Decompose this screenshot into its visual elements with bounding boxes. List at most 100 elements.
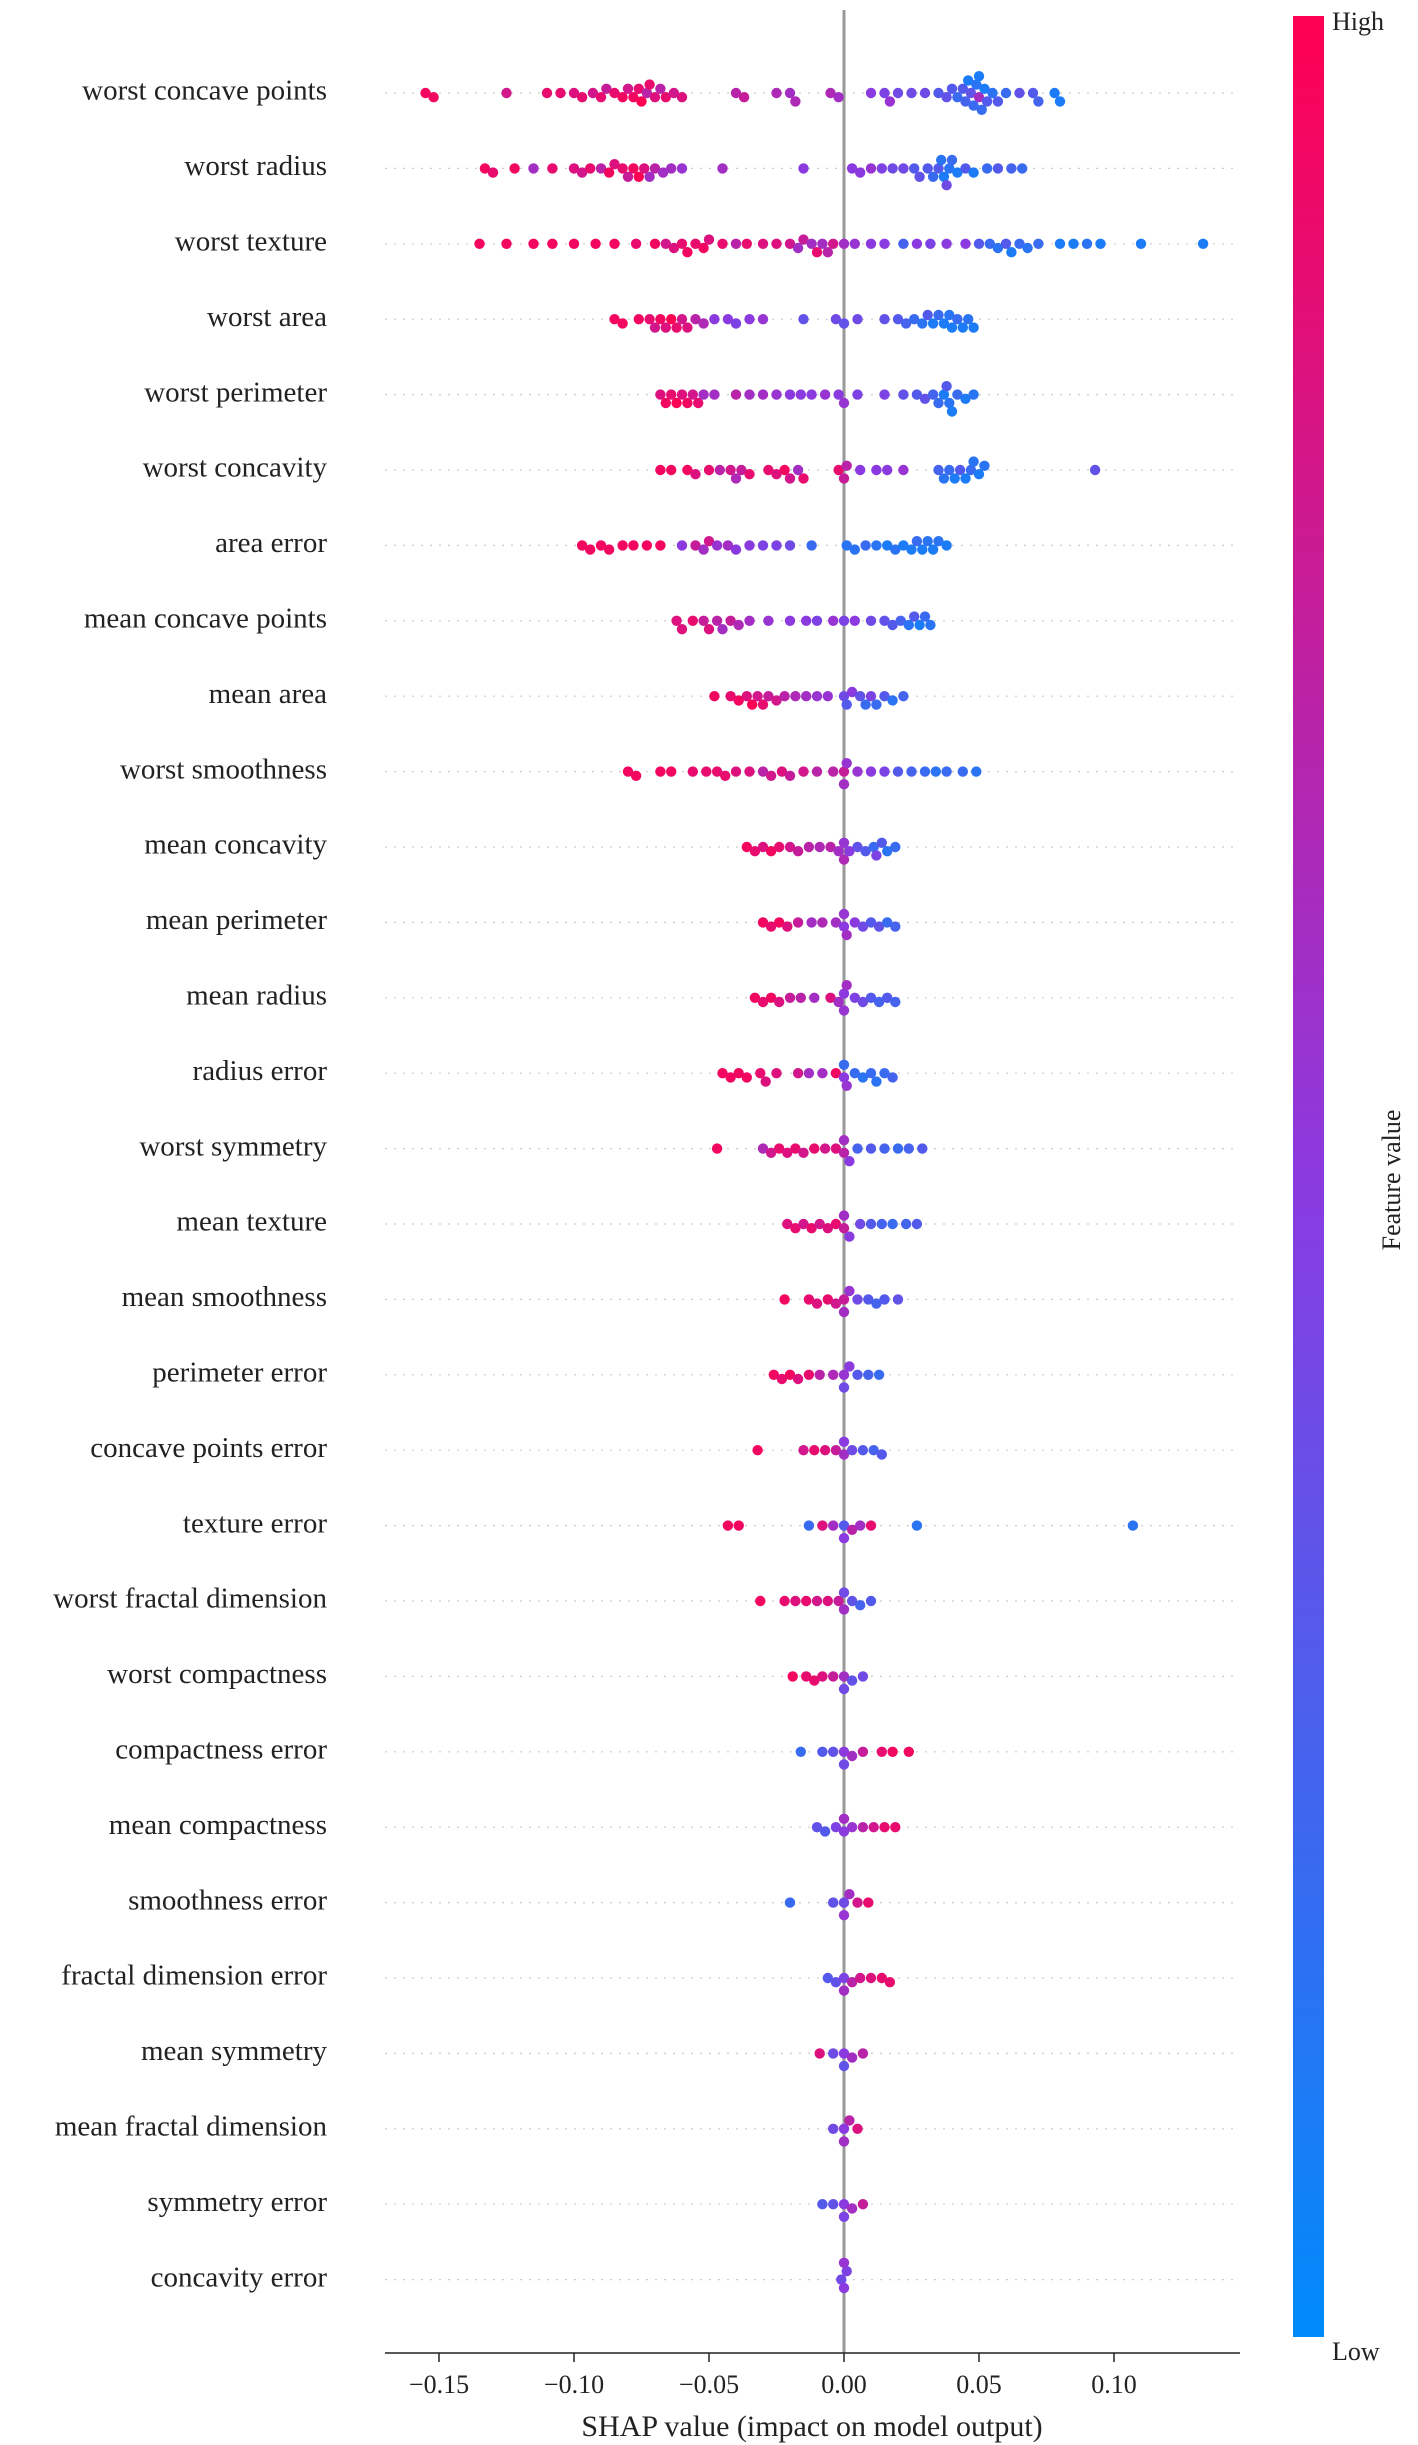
shap-dot [801,691,812,702]
shap-dot [617,163,628,174]
shap-dot [509,163,520,174]
shap-dot [698,318,709,329]
shap-dot [774,1143,785,1154]
shap-dot [838,2123,850,2134]
shap-dot [541,87,553,99]
shap-dot [757,996,769,1008]
shap-dot [946,406,958,417]
shap-dot [752,691,763,702]
shap-dot [968,389,979,400]
shap-dot [595,540,607,551]
shap-dot [790,1595,801,1607]
shap-dot [1127,1520,1139,1531]
x-tick-label: 0.00 [821,2370,867,2399]
shap-dot [838,1306,850,1318]
shap-dot [1049,87,1060,99]
feature-label: symmetry error [147,2186,327,2218]
shap-dot [784,87,796,99]
shap-dot [774,996,785,1008]
shap-dot [603,544,615,555]
shap-dot [760,1076,771,1087]
shap-dot [857,996,869,1008]
shap-dot [828,2199,839,2210]
shap-dot [949,473,960,484]
shap-dot [568,87,580,99]
shap-dot [809,1445,820,1456]
shap-dot [919,87,931,99]
shap-dot [660,238,671,249]
shap-dot [952,92,963,103]
shap-dot [882,917,893,928]
dots [420,71,1209,2294]
shap-dot [817,238,828,249]
shap-dot [846,1524,858,1536]
shap-dot [676,92,688,103]
shap-dot [784,540,796,551]
shap-dot [660,322,671,333]
shap-dot [590,238,601,249]
shap-dot [971,766,982,777]
feature-label: worst symmetry [139,1130,327,1162]
shap-dot [852,1294,863,1305]
shap-dot [811,766,823,777]
shap-dot [830,1977,842,1988]
feature-label: mean smoothness [122,1281,327,1313]
shap-dot [811,1595,823,1607]
shap-dot [944,464,955,476]
feature-label: fractal dimension error [61,1960,327,1992]
shap-dot [771,540,782,551]
feature-label: texture error [183,1507,327,1539]
shap-dot [968,167,979,178]
shap-dot [838,2048,850,2059]
shap-dot [838,1294,850,1305]
shap-dot [784,1369,796,1381]
shap-dot [1081,238,1093,249]
shap-dot [717,238,728,249]
shap-dot [749,992,761,1003]
shap-dot [828,615,839,626]
shap-dot [968,456,979,467]
x-tick-label: 0.10 [1091,2370,1137,2399]
shap-dot [641,540,653,551]
shap-dot [838,1533,850,1544]
shap-dot [814,1218,825,1230]
shap-dot [825,841,836,853]
shap-dot [1135,238,1147,249]
shap-dot [576,167,588,178]
shap-dot [765,846,777,857]
shap-dot [838,854,850,865]
shap-dot [1027,87,1039,99]
shap-dot [890,921,901,932]
shap-dot [501,238,512,249]
shap-dot [703,536,715,547]
shap-dot [501,87,512,99]
shap-dot [736,464,747,476]
shap-dot [919,393,931,404]
shap-dot [960,163,971,174]
shap-dot [790,691,801,702]
shap-dot [865,917,877,928]
shap-dot [757,766,769,777]
shap-dot [693,397,704,409]
shap-dot [755,1068,766,1079]
shap-dot [852,314,863,325]
shap-dot [873,996,885,1008]
shap-dot [809,1675,820,1686]
shap-dot [819,389,831,400]
shap-dot [690,540,701,551]
shap-dot [941,180,952,191]
shap-dot [806,917,817,928]
shap-dot [979,83,990,95]
shap-dot [898,540,909,551]
shap-dot [655,766,666,777]
shap-dot [987,87,998,99]
shap-dot [474,238,485,249]
feature-label: worst texture [175,225,327,257]
shap-dot [865,1595,877,1607]
shap-dot [844,1231,855,1242]
shap-dot [855,1600,866,1611]
shap-dot [944,397,955,409]
shap-dot [568,238,580,249]
shap-dot [633,314,644,325]
shap-dot [838,837,850,848]
